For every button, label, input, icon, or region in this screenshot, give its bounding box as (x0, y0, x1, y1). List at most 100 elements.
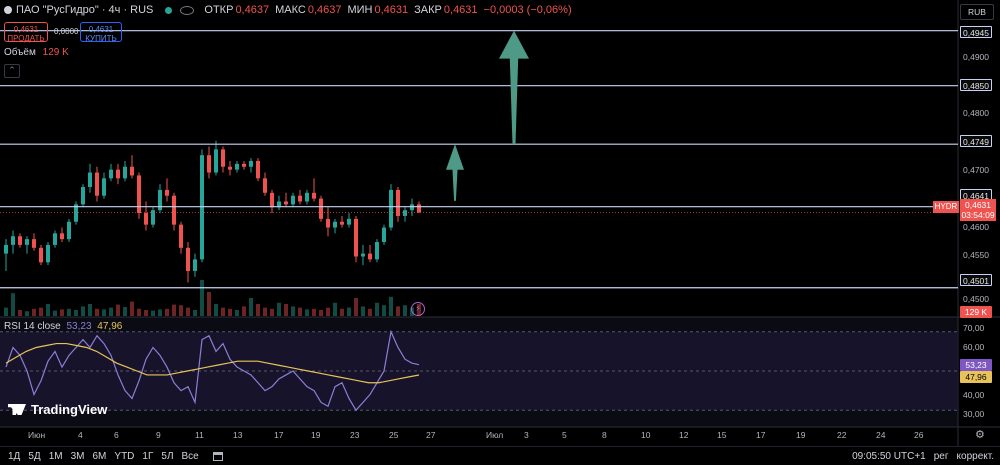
rsi-axis-label: 70,00 (963, 323, 985, 333)
volume-bar (88, 304, 92, 316)
visibility-eye-icon[interactable] (180, 5, 195, 15)
candle-body (277, 201, 281, 208)
lightning-icon[interactable]: ⚡ (411, 302, 425, 316)
volume-bar (333, 302, 337, 316)
range-ytd[interactable]: YTD (114, 450, 135, 462)
candle-body (144, 213, 148, 225)
volume-bar (214, 304, 218, 316)
range-5y[interactable]: 5Л (161, 450, 174, 462)
range-1d[interactable]: 1Д (8, 450, 21, 462)
range-5d[interactable]: 5Д (28, 450, 41, 462)
chart-header: ПАО "РусГидро" · 4ч · RUS ОТКР 0,4637 МАК… (0, 0, 578, 20)
tradingview-logo[interactable]: TradingView (8, 402, 107, 417)
ticker-tag: HYDR (933, 201, 959, 213)
volume-value: 129 K (42, 47, 69, 58)
price-axis-label: 0,4900 (963, 52, 989, 62)
volume-bar (312, 308, 316, 316)
candle-body (235, 163, 239, 170)
bottom-toolbar: 1Д 5Д 1М 3М 6М YTD 1Г 5Л Все 09:05:50 UT… (0, 446, 1000, 465)
collapse-chevron-icon[interactable]: ⌃ (4, 64, 20, 78)
level-tag[interactable]: 0,4749 (960, 135, 992, 147)
candle-body (32, 239, 36, 248)
volume-bar (375, 302, 379, 316)
buy-label: КУПИТЬ (85, 34, 117, 43)
rsi-ma-tag: 47,96 (960, 371, 992, 383)
volume-bar (130, 301, 134, 316)
level-tag[interactable]: 0,4945 (960, 26, 992, 38)
time-axis-label: 11 (195, 430, 204, 440)
volume-bar (228, 308, 232, 316)
sell-label: ПРОДАТЬ (7, 34, 45, 43)
range-6m[interactable]: 6М (92, 450, 107, 462)
spread-value: 0,0000 (54, 27, 79, 36)
volume-bar (158, 309, 162, 316)
volume-bar (382, 305, 386, 316)
currency-button[interactable]: RUB (960, 4, 994, 20)
time-axis-label: 17 (274, 430, 284, 440)
candle-body (60, 233, 64, 240)
time-axis-label: 10 (641, 430, 651, 440)
bar-countdown: 03:54:09 (961, 210, 995, 220)
symbol-title[interactable]: ПАО "РусГидро" · 4ч · RUS (16, 4, 154, 16)
level-tag[interactable]: 0,4850 (960, 79, 992, 91)
candle-body (340, 221, 344, 225)
range-1y[interactable]: 1Г (142, 450, 154, 462)
volume-bar (340, 308, 344, 316)
level-tag[interactable]: 0,4501 (960, 274, 992, 286)
time-axis-label: 4 (78, 430, 83, 440)
volume-bar (186, 307, 190, 316)
candle-body (249, 160, 253, 167)
time-axis-label: 8 (602, 430, 607, 440)
volume-bar (123, 307, 127, 316)
candle-body (158, 189, 162, 211)
volume-bar (172, 304, 176, 316)
volume-bar (347, 307, 351, 316)
rsi-ma-line (5, 342, 420, 384)
volume-bar (270, 308, 274, 316)
candle-body (319, 198, 323, 219)
volume-bar (319, 310, 323, 316)
candle-body (39, 247, 43, 263)
gear-icon[interactable]: ⚙ (975, 429, 985, 441)
volume-bar (284, 304, 288, 316)
adjust-toggle[interactable]: коррект. (956, 450, 994, 462)
rsi-axis-label: 60,00 (963, 342, 985, 352)
candle-body (130, 166, 134, 176)
range-1m[interactable]: 1М (48, 450, 63, 462)
session-reg[interactable]: рег (933, 450, 949, 462)
volume-legend[interactable]: Объём 129 K (4, 47, 69, 58)
volume-bar (109, 307, 113, 316)
time-axis-label: 23 (350, 430, 360, 440)
time-axis-label: 17 (756, 430, 766, 440)
rsi-ma-value: 47,96 (97, 321, 123, 332)
buy-button[interactable]: 0,4631 КУПИТЬ (80, 22, 122, 43)
sell-price: 0,4631 (13, 25, 39, 34)
range-3m[interactable]: 3М (70, 450, 85, 462)
volume-bar (179, 305, 183, 316)
volume-bar (354, 298, 358, 316)
rsi-value-tag: 53,23 (960, 359, 992, 371)
candle-body (312, 192, 316, 199)
low-value: 0,4631 (374, 4, 409, 16)
volume-bar (249, 298, 253, 316)
volume-bar (53, 310, 57, 316)
rsi-band (0, 331, 958, 411)
time-axis-label: 9 (156, 430, 161, 440)
last-price-value: 0,4631 (965, 200, 991, 210)
change-value: −0,0003 (−0,06%) (483, 4, 572, 16)
rsi-legend[interactable]: RSI 14 close 53,23 47,96 (4, 321, 122, 332)
volume-bar (39, 307, 43, 316)
candle-body (403, 210, 407, 216)
sell-button[interactable]: 0,4631 ПРОДАТЬ (4, 22, 48, 43)
volume-bar (361, 306, 365, 316)
candle-body (382, 227, 386, 243)
clock-time[interactable]: 09:05:50 UTC+1 (852, 450, 926, 462)
volume-bar (4, 307, 8, 316)
calendar-icon[interactable] (212, 451, 223, 461)
candle-body (109, 169, 113, 179)
time-axis-label: 25 (389, 430, 399, 440)
volume-bar (102, 309, 106, 316)
volume-bar (389, 296, 393, 316)
range-all[interactable]: Все (181, 450, 199, 462)
